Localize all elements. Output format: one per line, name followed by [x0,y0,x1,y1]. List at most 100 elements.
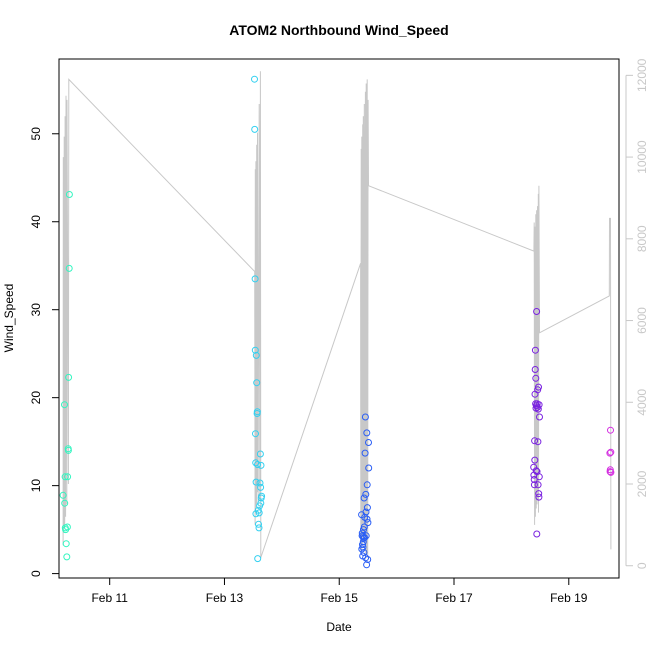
data-point-series-4 [533,308,541,315]
data-point-series-1 [61,473,69,481]
data-point-series-4 [535,401,543,409]
secondary-series-line [62,71,612,558]
secondary-line-path [62,71,612,558]
data-point-series-1 [63,553,71,561]
secondary-y-tick-label: 10000 [635,140,649,174]
data-point-series-2 [253,379,261,387]
data-point-series-3 [362,490,370,498]
data-point-series-4 [534,438,542,446]
data-point-series-3 [362,554,370,562]
data-point-series-5 [607,448,615,456]
data-point-series-2 [254,461,261,468]
data-point-series-1 [64,446,72,454]
data-point-series-2 [251,125,259,133]
y-tick-label: 20 [29,391,43,405]
data-point-series-2 [253,408,261,416]
data-point-series-1 [61,401,68,409]
data-point-series-3 [362,508,370,516]
data-point-series-1 [65,264,73,272]
secondary-y-axis: 0 2000 4000 6000 8000 10000 12000 [625,58,649,569]
data-point-series-3 [359,543,367,551]
data-point-series-4 [531,346,539,354]
data-point-series-1 [65,373,73,381]
data-point-series-3 [364,519,372,527]
data-point-series-2 [255,520,262,528]
data-point-series-2 [251,275,259,283]
secondary-y-tick-label: 4000 [635,389,649,416]
data-point-series-4 [535,493,543,501]
data-point-series-2 [252,510,260,518]
y-tick-label: 30 [29,303,43,317]
secondary-y-tick-label: 8000 [635,225,649,252]
secondary-y-tick-label: 2000 [635,470,649,497]
data-point-series-3 [363,515,371,523]
x-axis-label: Date [326,620,352,634]
scatter-points [59,75,615,569]
data-point-series-1 [62,540,70,548]
data-point-series-3 [363,481,371,489]
y-axis: 0 10 20 30 40 50 [29,127,60,577]
data-point-series-4 [532,467,540,475]
x-tick-label: Feb 15 [321,591,359,605]
data-point-series-1 [59,491,67,499]
data-point-series-3 [363,504,371,512]
data-point-series-4 [535,473,543,481]
data-point-series-3 [365,464,373,472]
data-point-series-5 [607,426,614,434]
data-point-series-3 [359,538,367,546]
data-point-series-4 [535,383,542,391]
data-point-series-3 [363,561,371,569]
x-tick-label: Feb 13 [206,591,244,605]
y-tick-label: 0 [29,570,43,577]
data-point-series-3 [360,494,368,502]
y-tick-label: 40 [29,215,43,229]
data-point-series-1 [64,473,72,481]
data-point-series-4 [531,437,539,445]
data-point-series-5 [607,468,615,476]
data-point-series-4 [530,481,538,489]
data-point-series-2 [252,478,260,486]
data-point-series-2 [257,483,265,491]
data-point-series-2 [257,461,265,469]
y-axis-label: Wind_Speed [2,284,16,353]
data-point-series-4 [531,366,539,373]
data-point-series-4 [536,413,543,421]
data-point-series-3 [365,439,372,446]
data-point-series-2 [256,450,264,458]
data-point-series-4 [535,490,543,498]
data-point-series-2 [255,524,263,532]
data-point-series-1 [65,191,73,198]
data-point-series-5 [606,449,614,457]
data-point-series-1 [61,499,69,507]
data-point-series-2 [252,430,259,438]
data-point-series-3 [361,413,369,421]
data-point-series-2 [255,509,263,517]
data-point-series-3 [362,532,370,540]
data-point-series-3 [361,449,369,457]
data-point-series-4 [532,374,540,382]
x-tick-label: Feb 17 [435,591,473,605]
data-point-series-2 [251,75,258,83]
data-point-series-3 [364,556,372,563]
y-tick-label: 50 [29,127,43,141]
chart-title: ATOM2 Northbound Wind_Speed [229,22,448,38]
data-point-series-3 [358,545,366,553]
data-point-series-2 [254,555,262,563]
secondary-y-tick-label: 12000 [635,58,649,92]
data-point-series-3 [360,523,368,531]
data-point-series-2 [251,346,259,354]
data-point-series-4 [534,481,542,489]
data-point-series-1 [63,523,71,531]
data-point-series-4 [533,530,541,538]
data-point-series-2 [257,499,265,507]
secondary-y-tick-label: 6000 [635,307,649,334]
data-point-series-3 [363,429,371,437]
x-tick-label: Feb 19 [550,591,588,605]
data-point-series-3 [361,534,368,541]
data-point-series-2 [256,479,264,487]
y-tick-label: 10 [29,479,43,493]
data-point-series-5 [606,466,614,474]
data-point-series-2 [258,492,266,500]
x-axis: Feb 11 Feb 13 Feb 15 Feb 17 Feb 19 [91,577,588,605]
